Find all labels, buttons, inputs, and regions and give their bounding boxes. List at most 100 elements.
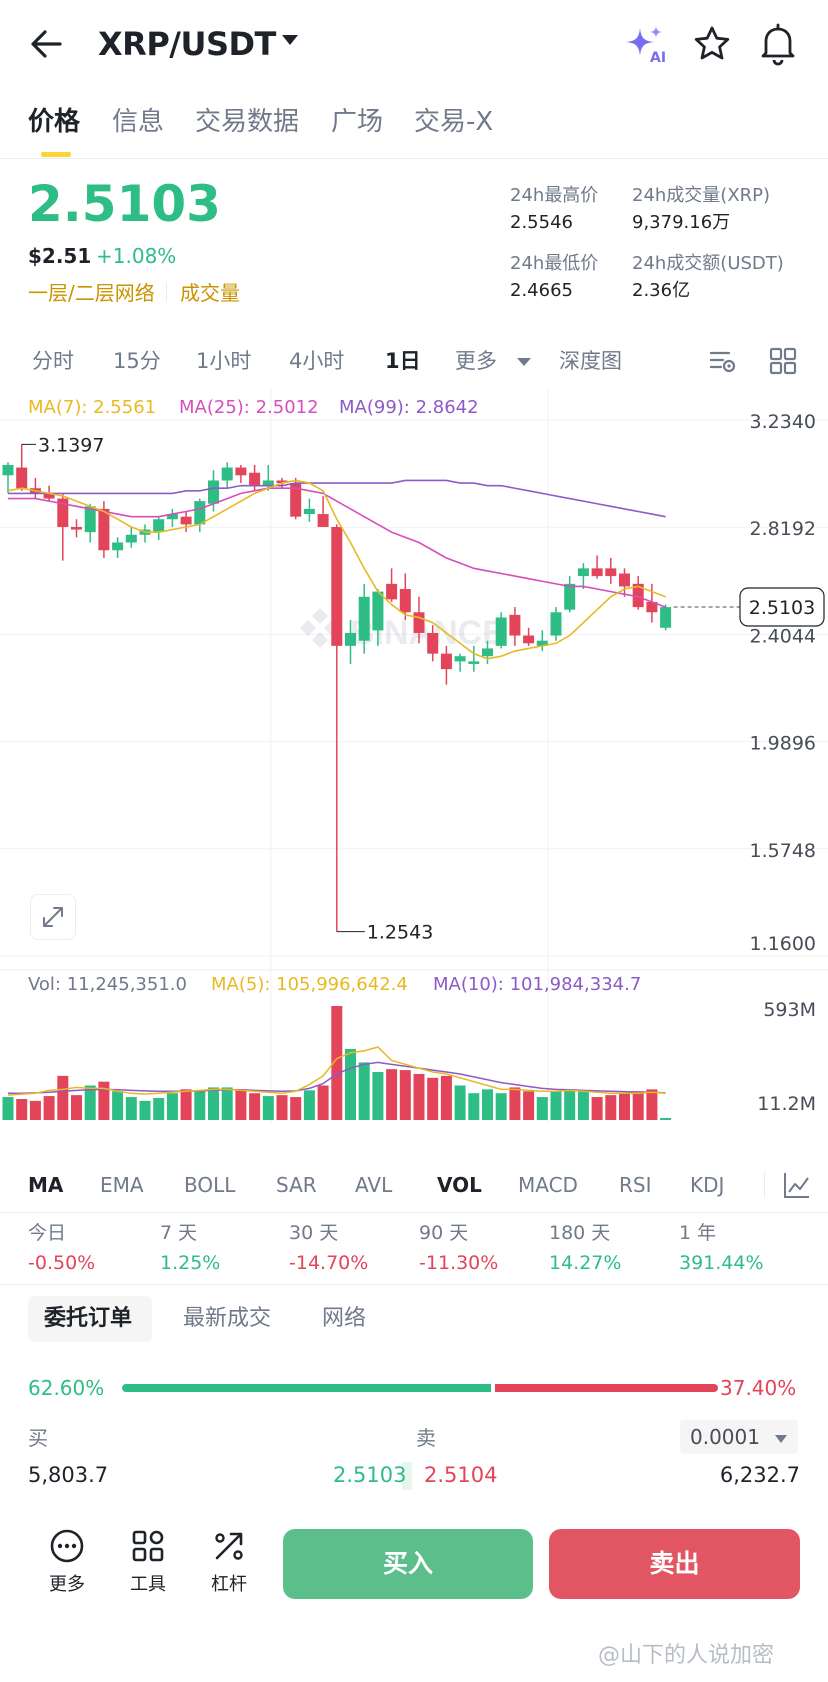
indicator-ma[interactable]: MA <box>28 1173 64 1197</box>
current-price-tag <box>739 587 825 627</box>
candle-body <box>482 648 493 657</box>
indicator-sar[interactable]: SAR <box>276 1173 317 1197</box>
perf-label-today: 今日 <box>28 1222 67 1244</box>
volume-axis-label: 593M <box>763 999 816 1021</box>
sell-button[interactable]: 卖出 <box>549 1529 800 1599</box>
volume-ma-lines <box>7 1046 666 1096</box>
volume-bar <box>153 1098 165 1120</box>
indicator-macd[interactable]: MACD <box>518 1173 578 1197</box>
precision-value: 0.0001 <box>690 1425 760 1449</box>
buy-button[interactable]: 买入 <box>283 1529 533 1599</box>
ask-price[interactable]: 2.5104 <box>424 1463 498 1487</box>
indicator-kdj[interactable]: KDJ <box>690 1173 725 1197</box>
bid-price[interactable]: 2.5103 <box>333 1463 407 1487</box>
interval-15m[interactable]: 15分 <box>113 349 161 373</box>
indicator-chart-icon[interactable] <box>782 1170 812 1200</box>
volume-bar <box>262 1096 274 1120</box>
price-markers: 3.1397 1.2543 2.5103 <box>21 434 825 944</box>
indicator-rsi[interactable]: RSI <box>619 1173 652 1197</box>
candle-body <box>166 514 178 520</box>
precision-select[interactable]: 0.0001 <box>680 1420 798 1454</box>
volume-bar <box>71 1095 82 1120</box>
candle-body <box>57 498 69 527</box>
leverage-button[interactable]: 杠杆 <box>194 1528 264 1598</box>
volume-bar <box>509 1087 521 1120</box>
candle-body <box>331 526 343 646</box>
tab-info[interactable]: 信息 <box>112 107 165 137</box>
pair-title[interactable]: XRP/USDT <box>98 25 276 63</box>
tab-order-book[interactable]: 委托订单 <box>44 1306 133 1331</box>
perf-value-90d: -11.30% <box>419 1252 499 1274</box>
bell-icon[interactable] <box>758 22 798 66</box>
volume-axis-label: 11.2M <box>757 1093 816 1115</box>
ma99-legend: MA(99): 2.8642 <box>339 397 479 418</box>
back-arrow-icon[interactable] <box>26 22 70 66</box>
candle-body <box>303 508 315 515</box>
ma99-line <box>8 479 666 518</box>
perf-label-7d: 7 天 <box>160 1222 198 1244</box>
ma7-line <box>7 479 666 660</box>
candle-body <box>523 635 535 644</box>
indicator-vol[interactable]: VOL <box>437 1173 482 1197</box>
layout-grid-icon[interactable] <box>768 346 798 376</box>
tab-trading-data[interactable]: 交易数据 <box>195 107 300 137</box>
stat-high-value: 2.5546 <box>510 212 573 233</box>
price-axis-label: 1.5748 <box>750 840 816 862</box>
volume-bar <box>440 1075 452 1120</box>
price-axis-label: 2.4044 <box>750 625 816 647</box>
svg-text:AI: AI <box>650 50 666 64</box>
indicator-avl[interactable]: AVL <box>355 1173 393 1197</box>
stat-vol-base-label: 24h成交量(XRP) <box>632 185 771 206</box>
star-icon[interactable] <box>692 24 732 64</box>
bid-qty[interactable]: 5,803.7 <box>28 1463 109 1487</box>
volume-bar <box>290 1097 302 1120</box>
ai-sparkle-icon[interactable]: AI <box>624 24 668 64</box>
ask-qty[interactable]: 6,232.7 <box>719 1463 800 1487</box>
interval-more[interactable]: 更多 <box>455 349 497 373</box>
indicator-ema[interactable]: EMA <box>100 1173 144 1197</box>
interval-timeline[interactable]: 分时 <box>32 349 74 373</box>
interval-1d[interactable]: 1日 <box>385 349 421 373</box>
stat-vol-quote-label: 24h成交额(USDT) <box>632 253 784 274</box>
tab-trade-x[interactable]: 交易-X <box>414 107 494 137</box>
kline-chart[interactable]: BINANCE 3.2340 2.8192 2.4044 1.9896 1.5748 1.… <box>0 388 828 1124</box>
candle-body <box>290 483 302 517</box>
volume-bar <box>482 1089 493 1120</box>
interval-4h[interactable]: 4小时 <box>289 349 345 373</box>
ma25-line <box>8 487 666 608</box>
candle-body <box>235 467 247 476</box>
interval-1h[interactable]: 1小时 <box>196 349 252 373</box>
candle-body <box>454 656 466 662</box>
indicator-boll[interactable]: BOLL <box>184 1173 236 1197</box>
fullscreen-button[interactable] <box>30 894 76 940</box>
candle-body <box>536 640 548 646</box>
candle-body <box>605 568 617 577</box>
volume-bar <box>427 1077 439 1120</box>
tab-price[interactable]: 价格 <box>28 107 81 137</box>
chart-settings-icon[interactable] <box>708 346 738 376</box>
tools-label: 工具 <box>130 1574 166 1595</box>
caret-down-icon[interactable] <box>280 32 300 48</box>
more-button[interactable]: 更多 <box>32 1528 102 1598</box>
price-change: +1.08% <box>96 244 177 268</box>
low-marker-label: 1.2543 <box>367 922 433 944</box>
usd-price: $2.51 <box>28 244 92 268</box>
perf-label-1y: 1 年 <box>679 1222 717 1244</box>
tag-layer-network[interactable]: 一层/二层网络 <box>28 281 155 305</box>
tab-network[interactable]: 网络 <box>322 1306 367 1331</box>
tab-square[interactable]: 广场 <box>331 107 384 137</box>
volume-bar <box>564 1089 576 1120</box>
tools-button[interactable]: 工具 <box>113 1528 183 1598</box>
volume-bar <box>16 1098 28 1120</box>
stat-vol-quote-value: 2.36亿 <box>632 280 691 301</box>
volume-bar <box>180 1089 192 1120</box>
caret-down-icon[interactable] <box>516 356 532 368</box>
volume-bar <box>413 1073 425 1120</box>
tag-volume[interactable]: 成交量 <box>180 281 240 305</box>
candle-body <box>619 573 630 587</box>
interval-depth[interactable]: 深度图 <box>559 349 622 373</box>
volume-bar <box>536 1097 548 1120</box>
candle-body <box>249 472 261 486</box>
tab-recent-trades[interactable]: 最新成交 <box>183 1306 272 1331</box>
buy-ratio: 62.60% <box>28 1376 105 1400</box>
